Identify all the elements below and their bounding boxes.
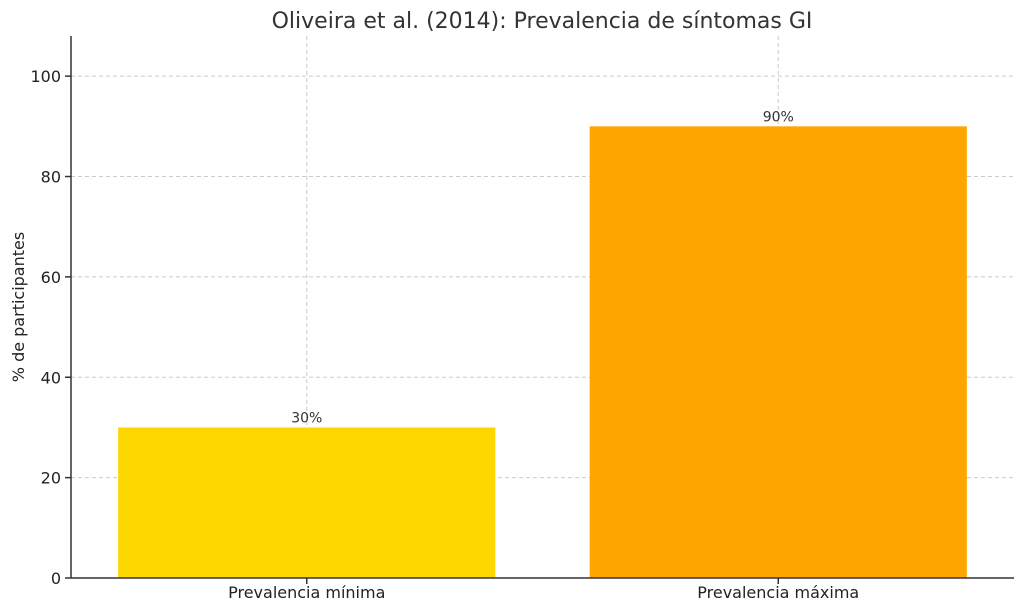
bar-value-label: 90% bbox=[763, 109, 794, 125]
y-tick-label: 80 bbox=[41, 168, 61, 187]
data-labels: 30% 90% bbox=[291, 109, 794, 426]
y-tick-label: 0 bbox=[51, 569, 61, 588]
chart-title: Oliveira et al. (2014): Prevalencia de s… bbox=[272, 9, 813, 34]
x-tick-label: Prevalencia mínima bbox=[228, 583, 385, 602]
y-axis-label: % de participantes bbox=[9, 232, 28, 382]
bar bbox=[589, 126, 967, 578]
bar-value-label: 30% bbox=[291, 410, 322, 426]
y-tick-label: 40 bbox=[41, 368, 61, 387]
x-tick-label: Prevalencia máxima bbox=[697, 583, 859, 602]
x-axis-ticks: Prevalencia mínima Prevalencia máxima bbox=[228, 578, 859, 602]
y-tick-label: 100 bbox=[30, 67, 61, 86]
bar bbox=[118, 427, 496, 578]
y-axis-ticks: 0 20 40 60 80 100 bbox=[30, 67, 71, 588]
y-tick-label: 60 bbox=[41, 268, 61, 287]
y-tick-label: 20 bbox=[41, 469, 61, 488]
bars bbox=[118, 126, 967, 578]
